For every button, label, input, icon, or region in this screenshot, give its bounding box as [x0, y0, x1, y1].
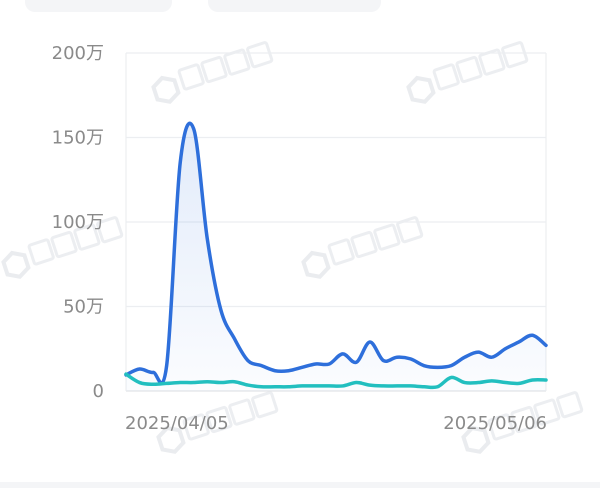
watermark-glyph	[205, 405, 233, 434]
watermark-icon	[406, 75, 436, 104]
watermark-glyph	[396, 216, 424, 244]
watermark-glyph	[96, 216, 124, 244]
y-tick-label: 150万	[52, 128, 104, 149]
watermark-glyph	[373, 223, 401, 251]
watermark-logo: 巨量算数	[1, 216, 124, 279]
watermark-icon	[1, 250, 31, 279]
watermark-glyph	[177, 63, 205, 91]
tab-left[interactable]	[25, 0, 172, 12]
x-axis: 2025/04/05 2025/05/06	[125, 413, 547, 434]
watermark-glyph	[556, 391, 584, 419]
watermark-logo: 巨量算数	[461, 391, 584, 454]
watermark-glyph	[350, 230, 378, 259]
series-1-line	[124, 121, 548, 385]
watermark-logo: 巨量算数	[151, 41, 274, 104]
y-tick-label: 50万	[63, 297, 104, 318]
watermark-glyph	[432, 63, 460, 91]
watermark-glyph	[50, 230, 78, 259]
series-2-line	[124, 372, 548, 390]
x-tick-label: 2025/04/05	[125, 413, 229, 434]
watermark-glyph	[510, 405, 538, 434]
watermark-glyph	[327, 238, 355, 266]
watermark-glyph	[501, 41, 529, 69]
watermark-glyph	[228, 398, 256, 426]
y-tick-label: 100万	[52, 212, 104, 233]
bottom-divider	[0, 482, 600, 488]
watermark-icon	[301, 250, 331, 279]
y-tick-label: 200万	[52, 43, 104, 64]
watermark-logo: 巨量算数	[406, 41, 529, 104]
watermark-glyph	[455, 55, 483, 84]
watermark-glyph	[73, 223, 101, 251]
watermark-glyph	[200, 55, 228, 84]
watermark-glyph	[27, 238, 55, 266]
watermarks: 巨量算数巨量算数巨量算数巨量算数巨量算数巨量算数	[1, 41, 584, 454]
watermark-glyph	[182, 413, 210, 441]
y-tick-label: 0	[93, 381, 104, 402]
x-tick-label: 2025/05/06	[443, 413, 547, 434]
watermark-logo: 巨量算数	[301, 216, 424, 279]
watermark-glyph	[487, 413, 515, 441]
series-layer	[124, 121, 548, 392]
series-1-area	[126, 123, 546, 392]
watermark-icon	[156, 425, 186, 454]
tab-right[interactable]	[208, 0, 381, 12]
y-axis: 0 50万 100万 150万 200万	[52, 43, 104, 402]
watermark-glyph	[533, 398, 561, 426]
watermark-icon	[461, 425, 491, 454]
watermark-icon	[151, 75, 181, 104]
watermark-glyph	[246, 41, 274, 69]
watermark-glyph	[251, 391, 279, 419]
watermark-logo: 巨量算数	[156, 391, 279, 454]
